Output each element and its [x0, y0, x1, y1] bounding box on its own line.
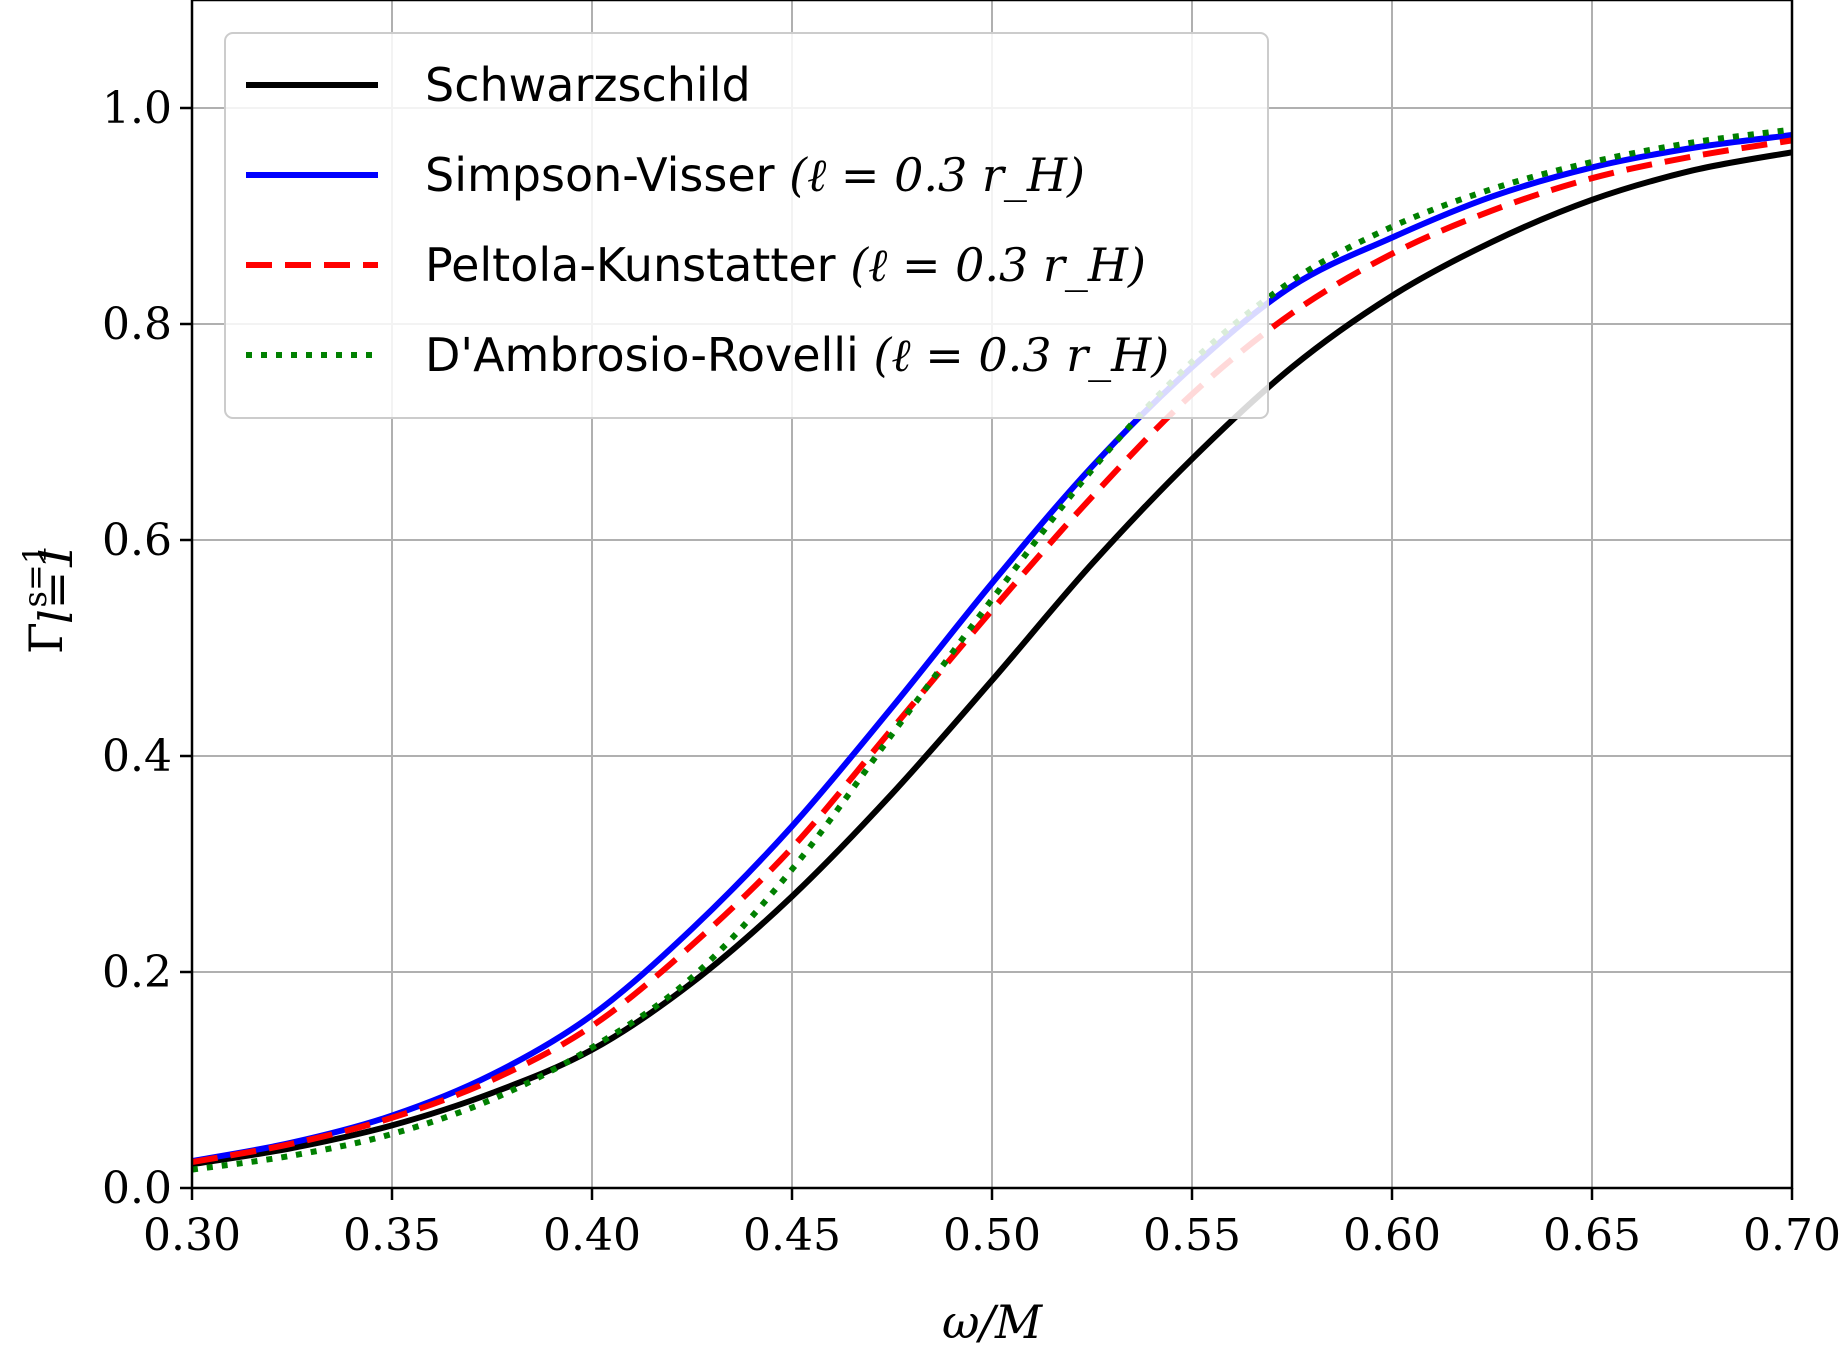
- legend-label-3: D'Ambrosio-Rovelli (ℓ = 0.3 r_H): [425, 328, 1169, 382]
- y-tick-label-1: 0.2: [102, 947, 172, 998]
- x-tick-label-8: 0.70: [1743, 1210, 1841, 1261]
- legend-label-0: Schwarzschild: [425, 58, 751, 112]
- legend-box: [224, 32, 1269, 419]
- legend-name-1: Simpson-Visser: [425, 148, 789, 202]
- y-axis-label-main: Γ s=1: [16, 544, 73, 654]
- legend: Schwarzschild Simpson-Visser (ℓ = 0.3 r_H…: [224, 32, 1269, 419]
- series-line-0: [191, 149, 1793, 1168]
- legend-math-3: (ℓ = 0.3 r_H): [873, 328, 1169, 382]
- x-tick-label-0: 0.30: [143, 1210, 241, 1261]
- y-axis-label-symbol: Γ: [19, 622, 73, 654]
- x-tick-label-6: 0.60: [1343, 1210, 1441, 1261]
- legend-label-1: Simpson-Visser (ℓ = 0.3 r_H): [425, 148, 1085, 202]
- x-tick-label-1: 0.35: [343, 1210, 441, 1261]
- y-tick-label-2: 0.4: [102, 731, 172, 782]
- series-line-2: [191, 137, 1793, 1166]
- series-lines: [191, 126, 1793, 1173]
- y-tick-label-0: 0.0: [102, 1163, 172, 1214]
- x-tick-label-2: 0.40: [543, 1210, 641, 1261]
- x-tick-label-4: 0.50: [943, 1210, 1041, 1261]
- legend-name-3: D'Ambrosio-Rovelli: [425, 328, 873, 382]
- y-axis-label: Γ s=1 l=1: [16, 541, 83, 654]
- legend-math-1: (ℓ = 0.3 r_H): [789, 148, 1085, 202]
- y-tick-label-4: 0.8: [102, 299, 172, 350]
- axis-ticks: 0.30 0.35 0.40 0.45 0.50 0.55 0.60 0.65 0.70 0.0 0…: [102, 83, 1841, 1261]
- legend-name-2: Peltola-Kunstatter: [425, 238, 850, 292]
- x-axis-label: ω/M: [942, 1295, 1044, 1349]
- y-axis-label-sup: s=1: [16, 544, 54, 608]
- x-tick-label-3: 0.45: [743, 1210, 841, 1261]
- legend-items: Schwarzschild Simpson-Visser (ℓ = 0.3 r_H…: [246, 58, 1169, 382]
- legend-label-2: Peltola-Kunstatter (ℓ = 0.3 r_H): [425, 238, 1146, 292]
- legend-math-2: (ℓ = 0.3 r_H): [850, 238, 1146, 292]
- series-line-1: [191, 132, 1793, 1164]
- legend-name-0: Schwarzschild: [425, 58, 751, 112]
- y-tick-label-5: 1.0: [102, 83, 172, 134]
- y-axis-label-sub: l=1: [29, 541, 83, 624]
- y-tick-label-3: 0.6: [102, 515, 172, 566]
- series-line-3: [191, 126, 1793, 1173]
- x-tick-label-5: 0.55: [1143, 1210, 1241, 1261]
- x-tick-label-7: 0.65: [1543, 1210, 1641, 1261]
